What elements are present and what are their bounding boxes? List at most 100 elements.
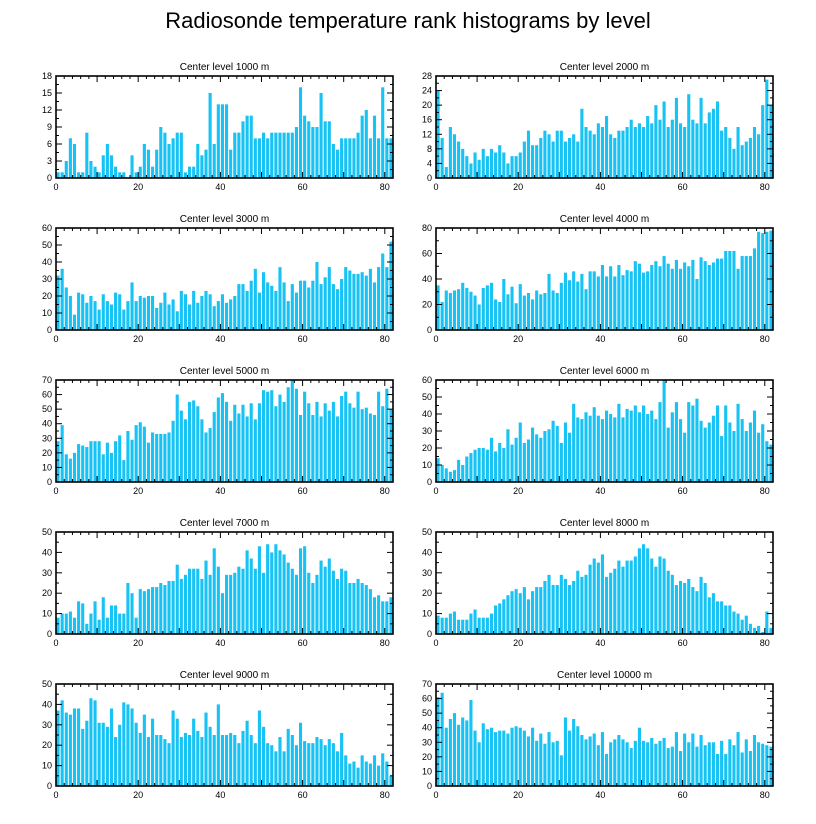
histogram-bar	[175, 394, 179, 482]
y-tick-label: 40	[422, 409, 432, 419]
histogram-bar	[146, 442, 151, 482]
histogram-bar	[155, 587, 159, 634]
y-tick-label: 30	[422, 737, 432, 747]
histogram-bar	[278, 132, 282, 178]
histogram-bar	[666, 263, 670, 330]
histogram-bar	[229, 299, 233, 330]
histogram-bar	[448, 613, 452, 634]
histogram-bar	[699, 257, 703, 330]
histogram-bar	[159, 302, 163, 330]
histogram-bar	[146, 589, 151, 634]
x-tick-label: 60	[298, 182, 308, 192]
histogram-bar	[563, 717, 568, 786]
histogram-bar	[448, 471, 452, 482]
histogram-bar	[356, 132, 360, 178]
histogram-bar	[481, 148, 485, 178]
histogram-bar	[502, 279, 506, 330]
histogram-bar	[506, 595, 510, 634]
x-tick-label: 0	[433, 638, 438, 648]
x-tick-label: 20	[133, 790, 143, 800]
y-tick-label: 9	[47, 122, 52, 132]
histogram-bar	[356, 273, 360, 330]
histogram-bar	[64, 454, 68, 482]
x-tick-label: 0	[53, 486, 58, 496]
histogram-bar	[576, 726, 580, 786]
histogram-bar	[364, 585, 368, 634]
histogram-bar	[596, 562, 600, 634]
histogram-bar	[526, 439, 531, 482]
x-tick-label: 0	[433, 790, 438, 800]
panel-title: Center level 8000 m	[560, 518, 650, 529]
histogram-bar	[204, 149, 208, 178]
histogram-bar	[319, 416, 323, 482]
histogram-bar	[356, 767, 360, 786]
histogram-bar	[469, 163, 473, 178]
histogram-bar	[691, 733, 695, 786]
histogram-bar	[323, 566, 327, 634]
histogram-bar	[646, 742, 650, 786]
y-tick-label: 20	[42, 740, 52, 750]
histogram-bar	[122, 702, 126, 786]
y-tick-label: 6	[47, 139, 52, 149]
histogram-bar	[72, 452, 77, 482]
histogram-bar	[89, 161, 93, 178]
histogram-panel-5: Center level 5000 m 0 20 40 60 80 0 10 20 30 40 50 6…	[42, 366, 394, 496]
histogram-bar	[465, 619, 469, 634]
histogram-bar	[691, 259, 695, 331]
histogram-bar	[81, 294, 85, 330]
histogram-bar	[126, 704, 130, 786]
y-tick-label: 40	[42, 699, 52, 709]
histogram-bar	[658, 556, 662, 634]
histogram-bar	[56, 710, 60, 786]
histogram-bar	[625, 408, 629, 482]
histogram-bar	[68, 714, 72, 786]
histogram-bar	[381, 601, 385, 634]
histogram-bar	[134, 722, 138, 786]
histogram-bar	[510, 444, 514, 482]
histogram-panel-9: Center level 9000 m 0 20 40 60 80 0 10 20 30 40 50	[42, 670, 394, 800]
histogram-bar	[146, 149, 151, 178]
histogram-bar	[212, 735, 216, 786]
histogram-bar	[175, 564, 179, 634]
histogram-bar	[650, 737, 654, 786]
y-tick-label: 0	[47, 781, 52, 791]
histogram-bar	[372, 115, 377, 178]
histogram-bar	[761, 631, 765, 634]
histogram-bar	[600, 419, 604, 482]
histogram-bar	[568, 137, 572, 178]
histogram-bar	[728, 739, 732, 786]
histogram-bar	[200, 578, 204, 634]
histogram-bar	[225, 735, 229, 786]
histogram-bar	[695, 123, 699, 178]
histogram-bar	[220, 735, 224, 786]
histogram-bar	[469, 453, 473, 482]
histogram-bar	[580, 576, 584, 634]
histogram-bar	[637, 727, 641, 786]
histogram-bar	[720, 740, 724, 786]
histogram-bar	[233, 404, 237, 482]
x-tick-label: 40	[215, 182, 225, 192]
histogram-bar	[274, 406, 278, 482]
histogram-bar	[138, 589, 142, 634]
histogram-bar	[179, 132, 183, 178]
histogram-bar	[138, 296, 142, 330]
histogram-bar	[278, 550, 282, 634]
histogram-bar	[344, 570, 348, 634]
histogram-bar	[270, 552, 274, 634]
histogram-bar	[179, 737, 183, 786]
histogram-bar	[311, 127, 315, 178]
histogram-bar	[576, 570, 580, 634]
histogram-bar	[744, 739, 748, 786]
histogram-bar	[101, 597, 105, 634]
histogram-bar	[81, 445, 85, 482]
histogram-bar	[650, 264, 654, 330]
histogram-bar	[249, 280, 253, 330]
histogram-bar	[707, 597, 711, 634]
histogram-bar	[514, 303, 518, 330]
histogram-bar	[646, 414, 650, 482]
histogram-bar	[452, 470, 457, 482]
histogram-bar	[237, 413, 241, 482]
histogram-bar	[707, 264, 711, 330]
x-tick-label: 80	[380, 638, 390, 648]
